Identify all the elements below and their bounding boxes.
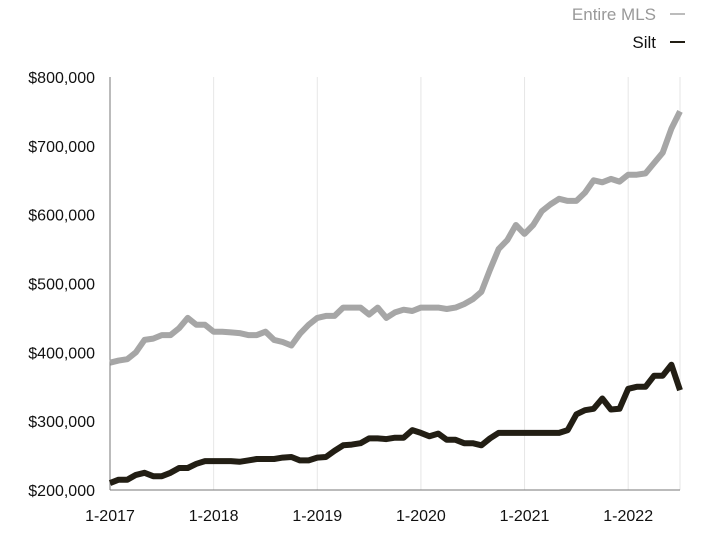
y-tick-label: $200,000 (28, 483, 95, 500)
x-tick-label: 1-2017 (85, 508, 135, 525)
legend-label-silt: Silt (632, 33, 656, 52)
series-line-silt (108, 361, 683, 486)
legend-label-entire-mls: Entire MLS (572, 5, 656, 24)
series-lines (108, 110, 683, 486)
axes (109, 77, 680, 491)
x-tick-label: 1-2022 (603, 508, 653, 525)
x-axis-tick-labels: 1-2017 1-2018 1-2019 1-2020 1-2021 1-2022 (85, 508, 653, 525)
x-tick-label: 1-2021 (500, 508, 550, 525)
series-line-entire-mls (109, 110, 683, 366)
vertical-gridlines (213, 77, 681, 490)
y-tick-label: $300,000 (28, 414, 95, 431)
y-tick-label: $600,000 (28, 208, 95, 225)
x-tick-label: 1-2018 (189, 508, 239, 525)
y-tick-label: $500,000 (28, 277, 95, 294)
y-axis-tick-labels: $200,000 $300,000 $400,000 $500,000 $600,000… (28, 70, 95, 500)
y-tick-label: $700,000 (28, 139, 95, 156)
y-tick-label: $400,000 (28, 345, 95, 362)
y-tick-label: $800,000 (28, 70, 95, 87)
x-tick-label: 1-2019 (292, 508, 342, 525)
legend: Entire MLS Silt (572, 5, 685, 52)
x-tick-label: 1-2020 (396, 508, 446, 525)
